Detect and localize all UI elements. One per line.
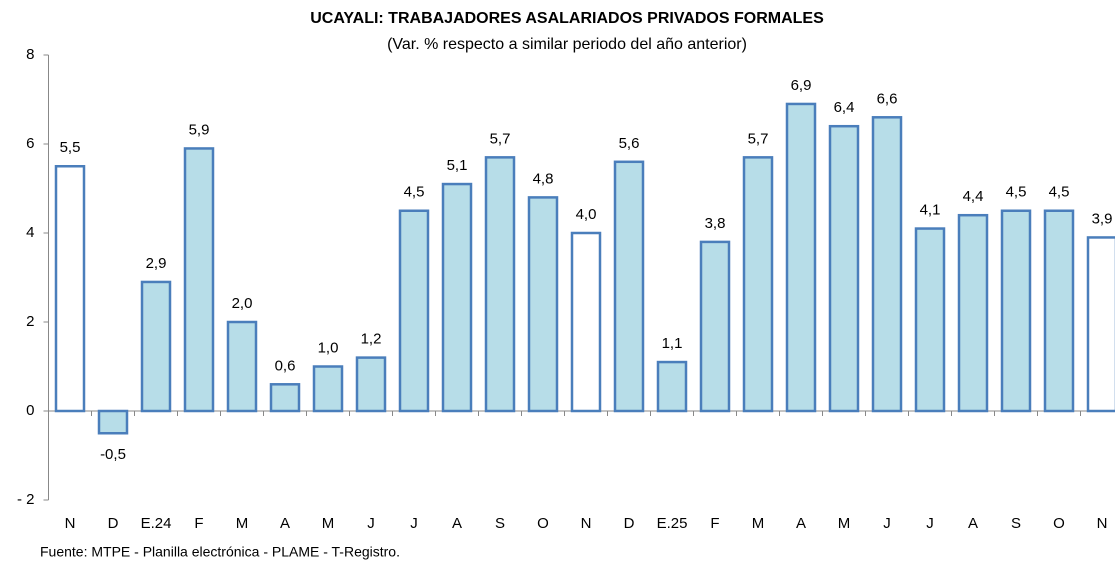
x-tick-label: S: [1011, 515, 1021, 532]
x-tick-label: E.25: [657, 515, 688, 532]
bar: [570, 231, 602, 413]
y-tick-label: - 2: [17, 491, 35, 508]
x-tick-label: A: [452, 515, 462, 532]
bar: [312, 365, 344, 413]
x-tick-label: M: [838, 515, 851, 532]
value-label: 4,5: [404, 184, 425, 201]
x-tick-label: N: [65, 515, 76, 532]
bar: [699, 240, 731, 413]
x-tick-label: A: [968, 515, 978, 532]
x-tick-label: A: [796, 515, 806, 532]
y-tick-label: 8: [26, 46, 34, 63]
x-tick-label: E.24: [141, 515, 172, 532]
value-label: 5,5: [60, 139, 81, 156]
value-label: 6,6: [877, 90, 898, 107]
value-label: 4,1: [920, 202, 941, 219]
bar: [97, 409, 129, 435]
chart-subtitle: (Var. % respecto a similar periodo del a…: [387, 36, 747, 53]
value-label: 1,0: [318, 339, 339, 356]
x-tick-label: O: [1053, 515, 1065, 532]
bar: [226, 320, 258, 413]
y-tick-label: 0: [26, 402, 34, 419]
value-label: 4,0: [576, 206, 597, 223]
bar: [269, 383, 301, 413]
x-tick-label: N: [581, 515, 592, 532]
x-tick-label: M: [236, 515, 249, 532]
x-tick-label: O: [537, 515, 549, 532]
bar: [871, 116, 903, 413]
value-label: 6,4: [834, 99, 855, 116]
value-label: 4,4: [963, 188, 984, 205]
x-tick-label: A: [280, 515, 290, 532]
bar: [742, 156, 774, 413]
value-label: 4,5: [1049, 184, 1070, 201]
x-tick-label: J: [883, 515, 891, 532]
bar: [355, 356, 387, 413]
value-label: 5,7: [490, 130, 511, 147]
x-tick-label: F: [194, 515, 203, 532]
value-label: -0,5: [100, 446, 126, 463]
x-tick-label: F: [710, 515, 719, 532]
value-label: 2,9: [146, 255, 167, 272]
value-label: 1,2: [361, 331, 382, 348]
bar: [183, 147, 215, 413]
bar: [527, 196, 559, 413]
value-label: 4,8: [533, 170, 554, 187]
x-tick-label: N: [1097, 515, 1108, 532]
bar: [914, 227, 946, 413]
source-note: Fuente: MTPE - Planilla electrónica - PL…: [40, 544, 400, 560]
x-tick-label: J: [926, 515, 934, 532]
value-label: 5,6: [619, 135, 640, 152]
value-label: 0,6: [275, 357, 296, 374]
x-tick-label: D: [108, 515, 119, 532]
y-tick-label: 4: [26, 224, 34, 241]
value-label: 2,0: [232, 295, 253, 312]
bar: [656, 360, 688, 413]
x-tick-label: M: [752, 515, 765, 532]
bar: [613, 160, 645, 413]
x-tick-label: J: [367, 515, 375, 532]
value-label: 5,9: [189, 121, 210, 138]
value-label: 5,1: [447, 157, 468, 174]
bar: [484, 156, 516, 413]
bar: [828, 124, 860, 413]
bar: [398, 209, 430, 413]
x-tick-label: D: [624, 515, 635, 532]
bar: [785, 102, 817, 413]
bar: [54, 165, 86, 413]
bar: [1043, 209, 1075, 413]
bar: [140, 280, 172, 413]
value-label: 6,9: [791, 77, 812, 94]
value-label: 5,7: [748, 130, 769, 147]
bar: [1086, 236, 1115, 413]
y-tick-label: 6: [26, 135, 34, 152]
bar: [957, 213, 989, 413]
chart-title: UCAYALI: TRABAJADORES ASALARIADOS PRIVAD…: [310, 10, 824, 27]
x-tick-label: S: [495, 515, 505, 532]
value-label: 3,8: [705, 215, 726, 232]
bar: [441, 182, 473, 413]
x-tick-label: M: [322, 515, 335, 532]
value-label: 3,9: [1092, 210, 1113, 227]
value-label: 4,5: [1006, 184, 1027, 201]
value-label: 1,1: [662, 335, 683, 352]
bar: [1000, 209, 1032, 413]
y-tick-label: 2: [26, 313, 34, 330]
x-tick-label: J: [410, 515, 418, 532]
